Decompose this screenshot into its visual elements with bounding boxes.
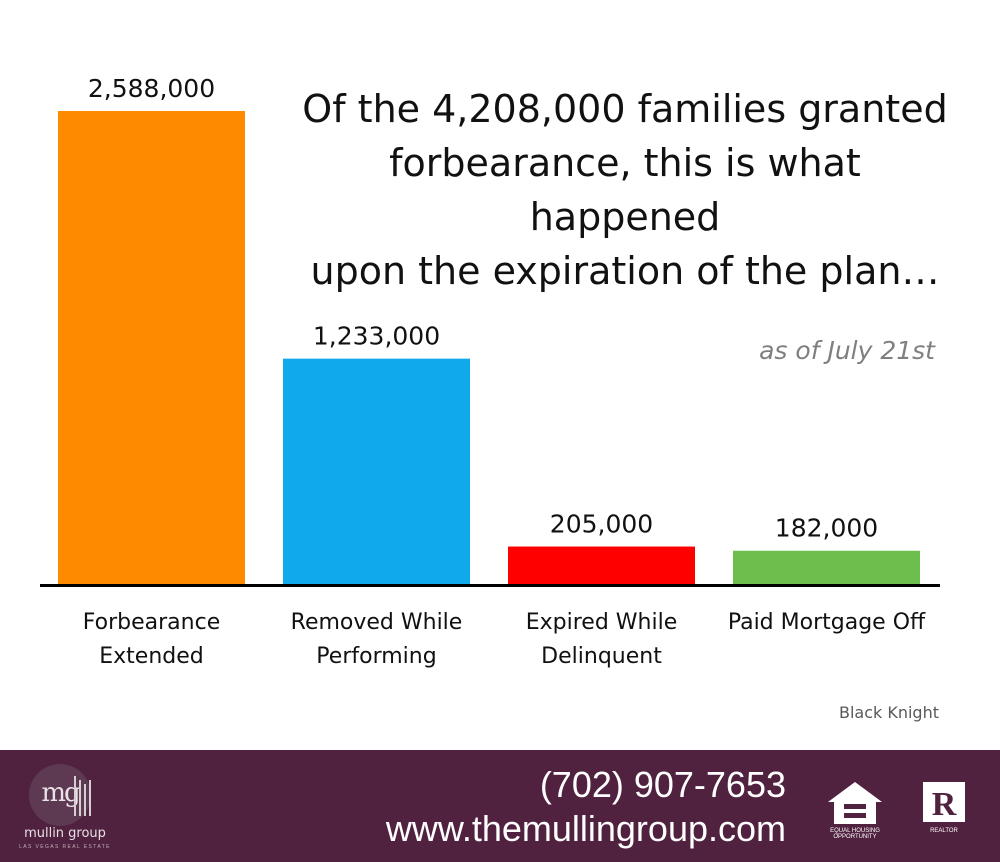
category-label-2-1: Delinquent	[541, 644, 662, 669]
realtor-caption: REALTOR	[930, 828, 958, 834]
category-label-0-0: Forbearance	[83, 610, 220, 635]
bar-value-label-2: 205,000	[550, 510, 653, 539]
eho-caption: EQUAL HOUSING OPPORTUNITY	[830, 828, 880, 840]
footer-banner: mg mullin group LAS VEGAS REAL ESTATE (7…	[0, 750, 1000, 862]
bar-2	[508, 546, 695, 584]
chart-title: Of the 4,208,000 families granted forbea…	[290, 82, 960, 298]
bar-chart: 2,588,000 Forbearance Extended 1,233,000 Rem…	[40, 74, 940, 669]
category-label-2-0: Expired While	[526, 610, 678, 635]
logo-name: mullin group	[24, 826, 106, 841]
title-line-2: forbearance, this is what happened	[389, 141, 861, 239]
title-line-1: Of the 4,208,000 families granted	[302, 87, 948, 131]
bar-0	[58, 111, 245, 584]
category-label-1-1: Performing	[316, 644, 436, 669]
logo-bars-icon	[74, 776, 91, 816]
chart-subtitle: as of July 21st	[759, 336, 935, 365]
bar-value-label-0: 2,588,000	[88, 74, 215, 103]
equal-housing-logo: EQUAL HOUSING OPPORTUNITY	[824, 780, 886, 840]
bar-value-label-3: 182,000	[775, 514, 878, 543]
svg-text:R: R	[932, 786, 957, 823]
equal-housing-icon	[828, 782, 882, 824]
logo-tagline: LAS VEGAS REAL ESTATE	[19, 844, 111, 850]
realtor-icon: R	[923, 782, 965, 823]
category-label-1-0: Removed While	[291, 610, 463, 635]
source-credit: Black Knight	[838, 703, 939, 722]
category-label-0-1: Extended	[99, 644, 204, 669]
category-label-3-0: Paid Mortgage Off	[728, 610, 926, 635]
mullin-group-logo[interactable]: mg mullin group LAS VEGAS REAL ESTATE	[16, 764, 114, 850]
bar-value-label-1: 1,233,000	[313, 322, 440, 351]
bar-1	[283, 358, 470, 584]
title-line-3: upon the expiration of the plan…	[310, 249, 940, 293]
website-link[interactable]: www.themullingroup.com	[385, 808, 786, 849]
realtor-logo: R REALTOR	[918, 780, 970, 840]
bar-3	[733, 550, 920, 584]
phone-number[interactable]: (702) 907-7653	[539, 764, 786, 805]
chart-area: 2,588,000 Forbearance Extended 1,233,000 Rem…	[40, 74, 960, 722]
